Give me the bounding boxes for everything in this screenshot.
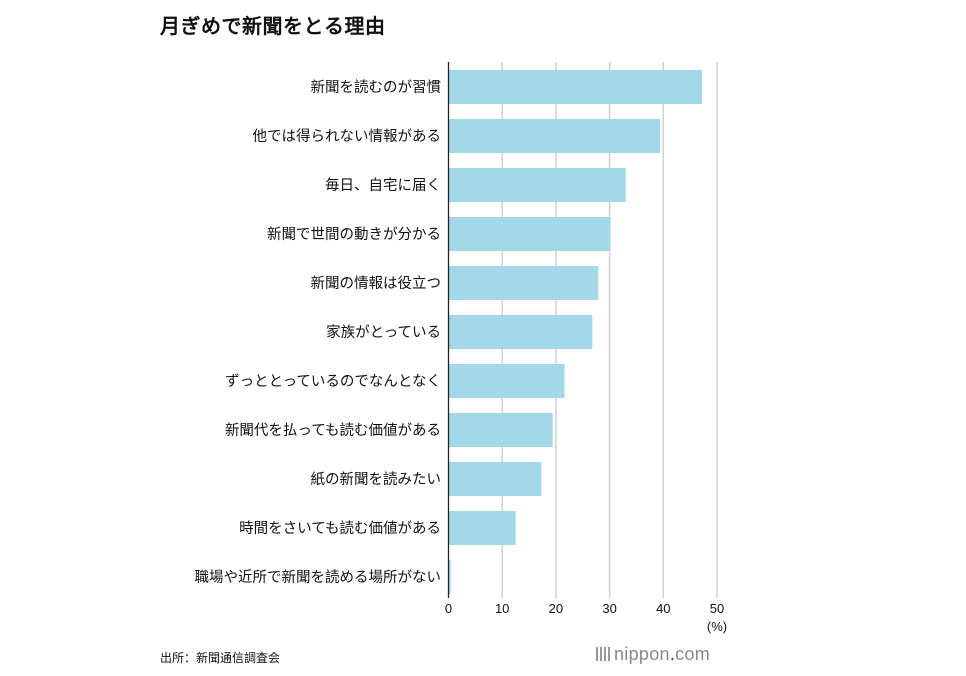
category-label: ずっととっているのでなんとなく — [225, 373, 441, 390]
category-label: 毎日、自宅に届く — [325, 177, 441, 194]
bar — [448, 266, 599, 300]
category-label: 時間をさいても読む価値がある — [239, 520, 441, 537]
bar — [448, 511, 516, 545]
category-label: 新聞で世間の動きが分かる — [267, 226, 441, 243]
category-label: 新聞を読むのが習慣 — [311, 78, 442, 96]
nippon-logo: nippon.com — [596, 644, 710, 665]
x-tick-label: 20 — [549, 601, 563, 616]
x-tick-label: 40 — [656, 601, 670, 616]
category-label: 他では得られない情報がある — [253, 128, 442, 145]
source-note: 出所：新聞通信調査会 — [160, 651, 281, 665]
logo-icon — [596, 647, 610, 661]
x-tick-label: 0 — [445, 601, 452, 616]
logo-dot: . — [669, 644, 676, 664]
bar — [448, 462, 542, 496]
bar — [448, 217, 611, 251]
x-axis-label: (%) — [707, 619, 727, 634]
logo-suffix: com — [675, 644, 711, 664]
bar — [448, 168, 626, 202]
x-tick-label: 10 — [495, 601, 509, 616]
x-tick-label: 30 — [602, 601, 616, 616]
category-label: 紙の新聞を読みたい — [311, 471, 442, 488]
category-label: 新聞代を払っても読む価値がある — [225, 422, 441, 439]
category-label: 職場や近所で新聞を読める場所がない — [195, 569, 442, 586]
bar — [448, 70, 702, 104]
logo-text: nippon — [614, 644, 670, 664]
category-label: 家族がとっている — [326, 324, 441, 341]
bar — [448, 119, 661, 153]
chart-title: 月ぎめで新聞をとる理由 — [160, 14, 386, 38]
bar — [448, 413, 553, 447]
bar — [448, 364, 565, 398]
bar — [448, 560, 451, 594]
category-label: 新聞の情報は役立つ — [311, 275, 442, 292]
bar — [448, 315, 593, 349]
x-tick-label: 50 — [710, 601, 724, 616]
